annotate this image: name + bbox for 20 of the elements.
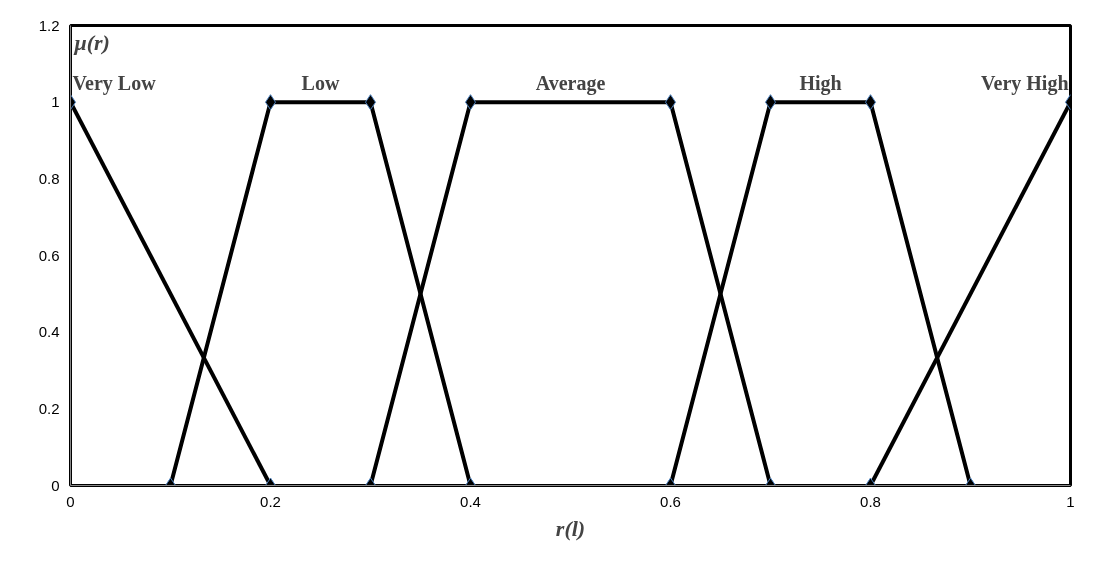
x-axis-title: r(l) (555, 515, 586, 541)
series-label: Low (301, 72, 340, 95)
x-tick-label: 0 (66, 492, 75, 510)
x-tick-label: 0.4 (460, 492, 481, 510)
y-tick-label: 0.4 (38, 323, 60, 341)
series-label: Very Low (72, 72, 157, 96)
y-tick-label: 0.6 (38, 246, 60, 264)
x-tick-label: 0.2 (260, 492, 281, 510)
y-tick-label: 1.2 (38, 16, 60, 34)
series-label: High (799, 72, 842, 96)
y-tick-label: 0.8 (38, 169, 60, 187)
series-label: Average (535, 72, 606, 96)
x-tick-label: 1 (1066, 492, 1075, 510)
y-axis-title: μ(r) (73, 29, 110, 55)
x-tick-label: 0.8 (860, 492, 881, 510)
y-tick-label: 0.2 (38, 399, 60, 417)
series-label: Very High (980, 72, 1069, 96)
x-tick-label: 0.6 (660, 492, 681, 510)
y-tick-label: 1 (51, 93, 60, 111)
y-tick-label: 0 (51, 476, 60, 494)
